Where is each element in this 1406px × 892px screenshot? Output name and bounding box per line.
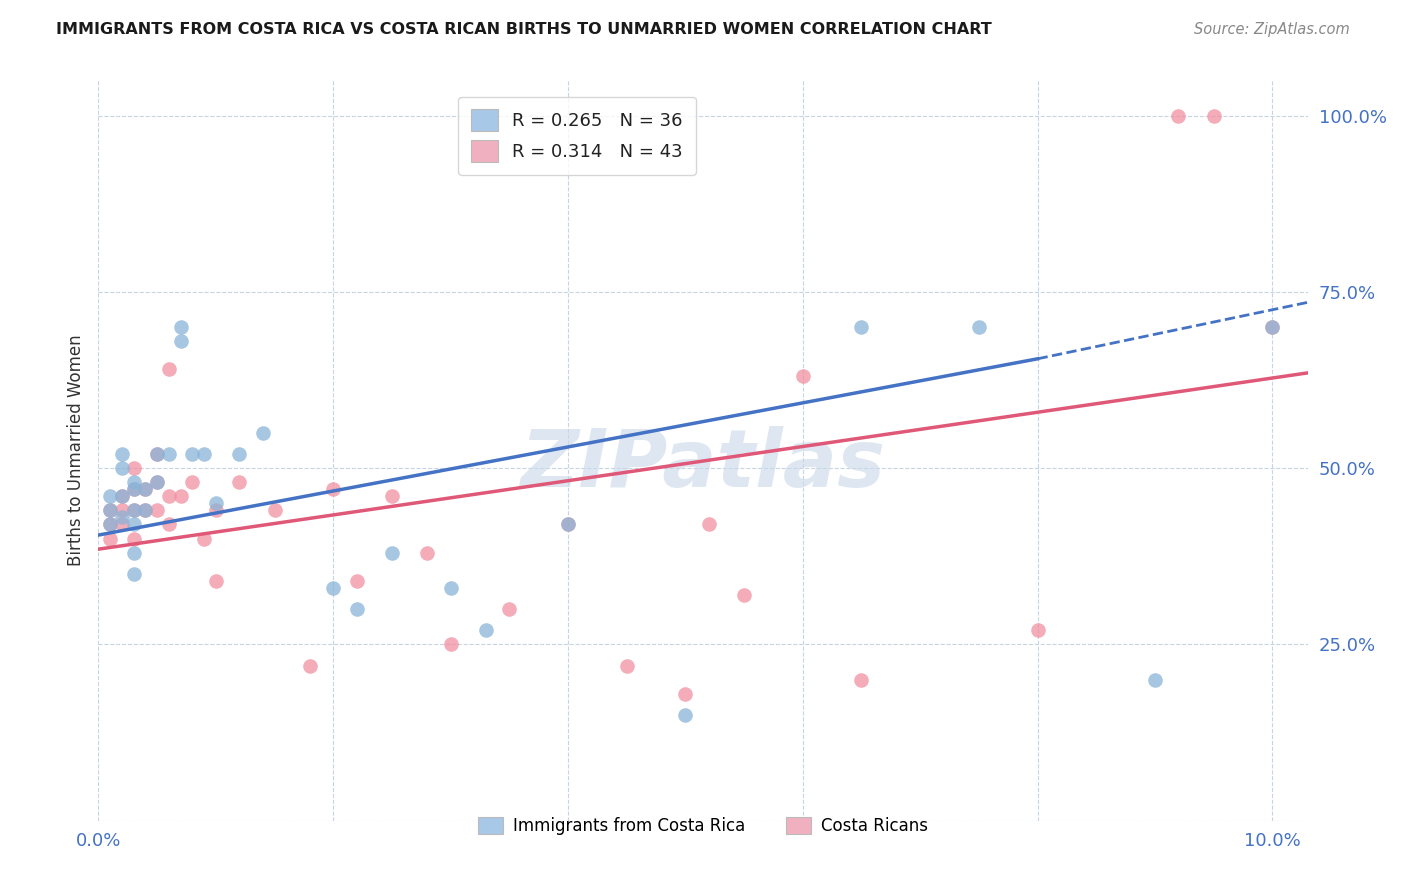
Point xyxy=(416,546,439,560)
Point xyxy=(134,503,156,517)
Point xyxy=(381,546,404,560)
Point xyxy=(98,489,121,503)
Point xyxy=(122,461,145,475)
Point xyxy=(967,320,990,334)
Point xyxy=(298,658,321,673)
Point xyxy=(1167,109,1189,123)
Point xyxy=(146,447,169,461)
Point xyxy=(98,503,121,517)
Point xyxy=(381,489,404,503)
Point xyxy=(169,334,191,348)
Point xyxy=(122,503,145,517)
Point xyxy=(122,566,145,581)
Point xyxy=(346,602,368,616)
Point xyxy=(228,475,250,490)
Point xyxy=(146,475,169,490)
Point xyxy=(98,503,121,517)
Point xyxy=(1143,673,1166,687)
Legend: Immigrants from Costa Rica, Costa Ricans: Immigrants from Costa Rica, Costa Ricans xyxy=(471,811,935,842)
Text: IMMIGRANTS FROM COSTA RICA VS COSTA RICAN BIRTHS TO UNMARRIED WOMEN CORRELATION : IMMIGRANTS FROM COSTA RICA VS COSTA RICA… xyxy=(56,22,993,37)
Point xyxy=(193,447,215,461)
Point xyxy=(146,503,169,517)
Point xyxy=(122,546,145,560)
Point xyxy=(146,447,169,461)
Point xyxy=(146,475,169,490)
Point xyxy=(134,503,156,517)
Point xyxy=(697,517,720,532)
Point xyxy=(193,532,215,546)
Point xyxy=(111,503,134,517)
Point xyxy=(228,447,250,461)
Point xyxy=(673,707,696,722)
Point xyxy=(263,503,285,517)
Point xyxy=(498,602,520,616)
Point xyxy=(157,489,180,503)
Point xyxy=(157,447,180,461)
Point xyxy=(169,320,191,334)
Point xyxy=(346,574,368,588)
Point xyxy=(122,475,145,490)
Point xyxy=(111,489,134,503)
Point xyxy=(851,320,873,334)
Point xyxy=(557,517,579,532)
Point xyxy=(111,447,134,461)
Point xyxy=(1261,320,1284,334)
Point xyxy=(439,637,461,651)
Point xyxy=(439,581,461,595)
Point xyxy=(181,475,204,490)
Point xyxy=(111,461,134,475)
Point xyxy=(673,687,696,701)
Point xyxy=(181,447,204,461)
Point xyxy=(111,489,134,503)
Point xyxy=(111,517,134,532)
Text: ZIPatlas: ZIPatlas xyxy=(520,426,886,504)
Point xyxy=(1261,320,1284,334)
Point xyxy=(111,510,134,524)
Point xyxy=(322,482,344,496)
Point xyxy=(733,588,755,602)
Point xyxy=(252,425,274,440)
Point xyxy=(792,369,814,384)
Point xyxy=(204,574,226,588)
Text: Source: ZipAtlas.com: Source: ZipAtlas.com xyxy=(1194,22,1350,37)
Point xyxy=(616,658,638,673)
Point xyxy=(157,517,180,532)
Point xyxy=(122,517,145,532)
Point xyxy=(204,496,226,510)
Point xyxy=(122,482,145,496)
Point xyxy=(475,624,498,638)
Y-axis label: Births to Unmarried Women: Births to Unmarried Women xyxy=(66,334,84,566)
Point xyxy=(204,503,226,517)
Point xyxy=(1202,109,1225,123)
Point xyxy=(322,581,344,595)
Point xyxy=(122,503,145,517)
Point xyxy=(122,532,145,546)
Point xyxy=(1026,624,1049,638)
Point xyxy=(98,517,121,532)
Point xyxy=(157,362,180,376)
Point xyxy=(134,482,156,496)
Point xyxy=(98,517,121,532)
Point xyxy=(557,517,579,532)
Point xyxy=(98,532,121,546)
Point xyxy=(169,489,191,503)
Point xyxy=(134,482,156,496)
Point xyxy=(851,673,873,687)
Point xyxy=(122,482,145,496)
